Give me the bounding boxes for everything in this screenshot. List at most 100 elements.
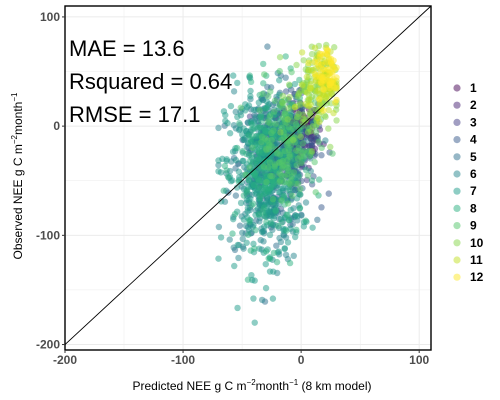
point-month-4 [318,204,325,211]
point-month-12 [328,61,336,68]
point-month-5 [273,242,280,249]
point-month-9 [290,169,298,176]
point-month-9 [263,178,270,186]
point-month-9 [242,171,250,178]
point-month-7 [247,87,254,95]
legend-label-5: 5 [470,150,477,164]
point-month-11 [311,44,319,51]
point-month-8 [221,162,229,170]
point-month-7 [270,268,277,275]
point-month-6 [258,296,266,304]
point-month-9 [299,140,307,147]
point-month-7 [243,239,250,246]
point-month-8 [244,231,252,238]
point-month-9 [295,144,302,152]
point-month-9 [271,97,279,105]
point-month-7 [232,156,240,164]
point-month-9 [292,180,299,187]
point-month-8 [247,247,254,254]
point-month-8 [262,105,270,112]
point-month-10 [286,93,293,101]
point-month-9 [264,137,271,144]
point-month-7 [231,262,238,270]
point-month-8 [224,173,232,181]
point-month-7 [291,233,299,241]
point-month-7 [266,231,274,239]
point-month-9 [271,108,278,115]
point-month-7 [262,260,269,268]
point-month-8 [278,219,285,226]
point-month-11 [303,89,311,96]
point-month-7 [256,245,263,252]
point-month-12 [320,107,327,114]
point-month-10 [331,44,338,51]
point-month-7 [247,93,254,100]
legend-key-9 [453,222,461,230]
point-month-8 [315,176,323,183]
legend-label-3: 3 [470,115,477,129]
point-month-12 [305,59,312,67]
point-month-9 [266,113,274,120]
point-month-6 [260,238,267,245]
point-month-8 [254,143,261,150]
x-tick-label: -200 [53,353,77,367]
point-month-5 [282,74,289,81]
point-month-9 [299,149,306,157]
point-month-8 [293,226,300,234]
point-month-8 [296,191,304,198]
stat-mae: MAE = 13.6 [69,36,185,61]
point-month-6 [215,223,223,231]
legend-label-11: 11 [470,253,483,267]
point-month-7 [215,255,222,262]
point-month-8 [284,211,291,219]
point-month-12 [320,86,328,93]
point-month-4 [282,88,290,95]
point-month-7 [240,157,247,165]
point-month-8 [235,178,242,185]
point-month-8 [250,169,258,177]
point-month-9 [264,118,271,126]
point-month-6 [290,252,297,260]
point-month-9 [329,150,336,157]
point-month-10 [299,111,307,118]
point-month-8 [247,139,254,146]
point-month-7 [281,245,288,252]
point-month-7 [234,241,241,249]
legend-key-4 [453,136,461,144]
point-month-11 [325,106,332,114]
point-month-8 [249,126,256,133]
plot-frame [64,5,432,351]
point-month-8 [267,255,274,262]
point-month-8 [246,216,253,224]
point-month-11 [307,101,314,108]
legend-key-10 [453,239,461,247]
point-month-8 [280,192,288,200]
point-month-7 [245,226,253,234]
point-month-9 [266,159,274,166]
point-month-7 [300,223,308,230]
point-month-10 [301,118,309,125]
x-tick-label: -100 [171,353,195,367]
point-month-8 [233,144,241,152]
point-month-8 [283,227,290,234]
point-month-4 [318,152,325,159]
point-month-9 [276,170,283,177]
point-month-7 [233,184,241,191]
point-month-10 [297,133,304,141]
point-month-9 [276,67,283,75]
point-month-7 [258,228,266,236]
legend-key-12 [453,273,461,281]
point-month-8 [246,72,254,79]
one-to-one-line [64,5,432,345]
point-month-8 [262,248,270,255]
point-month-9 [259,90,266,98]
point-month-7 [230,215,237,223]
point-month-7 [291,80,299,88]
point-month-10 [307,110,314,118]
point-month-9 [312,129,320,136]
point-month-8 [263,218,270,226]
point-month-9 [298,159,305,167]
point-month-7 [217,234,225,241]
